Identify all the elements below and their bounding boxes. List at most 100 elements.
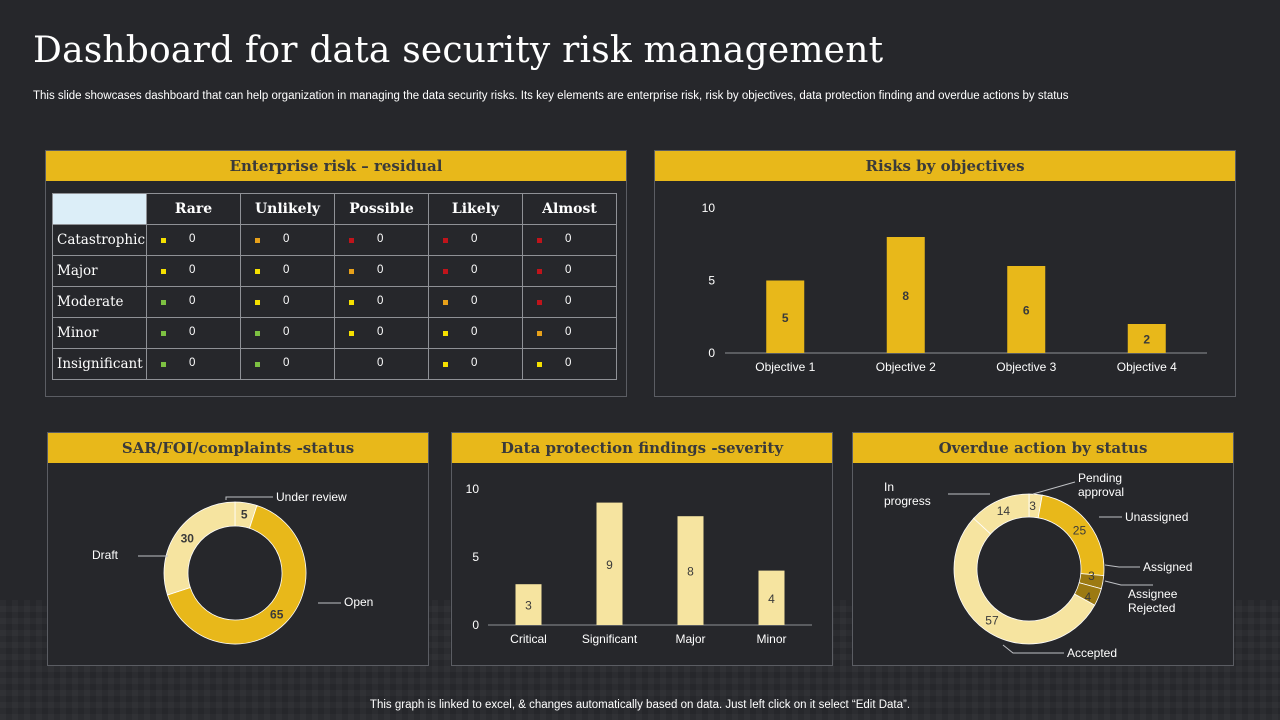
leader-line: [1104, 564, 1140, 568]
risk-row-label: Moderate: [52, 286, 147, 318]
slice-value-label: 25: [1073, 523, 1087, 537]
slice-value-label: 57: [985, 614, 999, 628]
risks-by-objectives-panel: Risks by objectives 0 5 10 5 Objective 1 8 Obj…: [654, 150, 1236, 397]
slice-in-progress: [973, 493, 1030, 535]
risk-cell: 0: [240, 255, 335, 287]
risk-cell-value: 0: [377, 357, 384, 369]
risk-level-marker: [161, 300, 166, 305]
risk-row-major: Major 0 0 0 0 0: [52, 255, 617, 287]
risk-cell-value: 0: [377, 233, 384, 245]
risk-cell: 0: [146, 224, 241, 256]
risk-cell-value: 0: [283, 264, 290, 276]
slice-category-label: Open: [344, 595, 373, 609]
risk-cell: 0: [240, 348, 335, 380]
risk-cell: 0: [428, 317, 523, 349]
risk-cell-value: 0: [471, 233, 478, 245]
risk-level-marker: [161, 269, 166, 274]
risk-matrix-table: Rare Unlikely Possible Likely Almost Catastr…: [52, 193, 617, 380]
risk-cell: 0: [428, 286, 523, 318]
y-tick-label: 0: [472, 618, 479, 632]
slice-category-label: Pending: [1078, 471, 1122, 485]
risk-row-label: Catastrophic: [52, 224, 147, 256]
enterprise-risk-header: Enterprise risk – residual: [46, 151, 626, 181]
risk-cell-value: 0: [189, 264, 196, 276]
risk-cell-value: 0: [283, 326, 290, 338]
risk-level-marker: [443, 362, 448, 367]
slice-category-label: Rejected: [1128, 601, 1175, 615]
risk-cell: 0: [428, 224, 523, 256]
risk-row-insignificant: Insignificant 0 0 0 0 0: [52, 348, 617, 380]
leader-line: [1032, 481, 1076, 495]
bar-value-label: 8: [902, 289, 909, 303]
risk-level-marker: [537, 269, 542, 274]
bar-critical: [515, 584, 542, 625]
risk-cell-value: 0: [565, 326, 572, 338]
slice-value-label: 30: [181, 531, 195, 545]
y-tick-label: 10: [466, 482, 480, 496]
bar-value-label: 5: [782, 311, 789, 325]
risk-col-header-almost: Almost: [522, 193, 617, 225]
bar-significant: [596, 502, 623, 625]
slice-category-label: Assigned: [1143, 560, 1192, 574]
risk-level-marker: [349, 300, 354, 305]
risk-cell: 0: [146, 317, 241, 349]
risk-cell-value: 0: [471, 295, 478, 307]
slice-open: [166, 504, 307, 645]
risk-cell-value: 0: [377, 326, 384, 338]
page-subtitle: This slide showcases dashboard that can …: [33, 90, 1069, 102]
x-tick-label: Objective 4: [1117, 360, 1177, 374]
slice-unassigned: [1037, 494, 1105, 577]
x-tick-label: Minor: [756, 632, 786, 646]
y-tick-label: 10: [702, 201, 716, 215]
leader-line: [1104, 580, 1153, 586]
risk-row-label: Major: [52, 255, 147, 287]
risk-level-marker: [443, 300, 448, 305]
risk-cell-value: 0: [189, 295, 196, 307]
risk-cell-value: 0: [565, 233, 572, 245]
risk-level-marker: [255, 269, 260, 274]
risk-level-marker: [255, 331, 260, 336]
bar-value-label: 6: [1023, 304, 1030, 318]
bar-objective-3: [1007, 266, 1046, 353]
risk-cell: 0: [522, 348, 617, 380]
risk-cell-value: 0: [189, 357, 196, 369]
risk-row-label: Insignificant: [52, 348, 147, 380]
sar-status-header: SAR/FOI/complaints -status: [48, 433, 428, 463]
risk-level-marker: [161, 238, 166, 243]
risk-row-label: Minor: [52, 317, 147, 349]
risk-cell-value: 0: [471, 357, 478, 369]
risk-cell: 0: [334, 317, 429, 349]
slice-category-label: approval: [1078, 485, 1124, 499]
bar-major: [677, 516, 704, 625]
risk-cell: 0: [522, 224, 617, 256]
risk-col-header-rare: Rare: [146, 193, 241, 225]
bar-value-label: 9: [606, 558, 613, 572]
bar-minor: [758, 570, 785, 625]
slice-value-label: 3: [1029, 499, 1036, 513]
slice-category-label: Assignee: [1128, 587, 1178, 601]
risk-cell-value: 0: [283, 357, 290, 369]
x-tick-label: Objective 3: [996, 360, 1056, 374]
y-tick-label: 0: [708, 346, 715, 360]
risk-cell: 0: [334, 255, 429, 287]
risk-cell: 0: [146, 255, 241, 287]
risk-cell-value: 0: [471, 264, 478, 276]
bar-value-label: 4: [768, 592, 775, 606]
slice-value-label: 14: [997, 504, 1011, 518]
risk-cell: 0: [240, 286, 335, 318]
risk-cell: 0: [428, 255, 523, 287]
slice-value-label: 65: [270, 608, 284, 622]
risk-level-marker: [349, 238, 354, 243]
risk-row-minor: Minor 0 0 0 0 0: [52, 317, 617, 349]
risk-level-marker: [537, 362, 542, 367]
slice-category-label: progress: [884, 494, 931, 508]
slice-category-label: Under review: [276, 490, 347, 504]
slice-value-label: 4: [1085, 590, 1092, 604]
findings-severity-chart: 0 5 10 3 Critical 9 Significant 8 Major 4 Minor: [466, 482, 812, 646]
slice-accepted: [953, 517, 1096, 645]
risks-by-objectives-chart: 0 5 10 5 Objective 1 8 Objective 2 6 Objective 3…: [702, 201, 1207, 374]
footer-note: This graph is linked to excel, & changes…: [369, 699, 911, 711]
risk-cell-value: 0: [283, 233, 290, 245]
y-tick-label: 5: [708, 274, 715, 288]
